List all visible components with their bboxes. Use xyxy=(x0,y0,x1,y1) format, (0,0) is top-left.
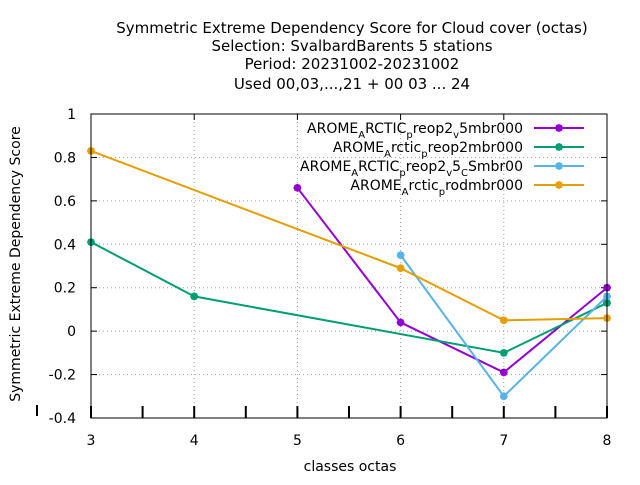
y-tick-label: -0.2 xyxy=(49,368,76,384)
data-point xyxy=(396,251,405,260)
title-line-4: Used 00,03,...,21 + 00 03 ... 24 xyxy=(234,75,470,93)
legend-label: AROMEARCTICpreop2v5CSmbr00 xyxy=(300,159,523,179)
x-tick-label: 3 xyxy=(87,433,96,449)
legend-marker xyxy=(554,142,564,152)
x-tick-label: 6 xyxy=(396,433,405,449)
x-tick-label: 4 xyxy=(190,433,199,449)
series-line xyxy=(296,187,608,374)
y-tick-label: 0 xyxy=(67,324,76,340)
legend-marker xyxy=(554,161,564,171)
legend-label: AROMEArcticpreop2mbr000 xyxy=(333,140,523,160)
title-line-2: Selection: SvalbardBarents 5 stations xyxy=(211,37,492,55)
y-tick-label: 0.2 xyxy=(54,281,76,297)
data-point xyxy=(293,183,302,192)
x-tick-label: 8 xyxy=(603,433,612,449)
legend-marker xyxy=(554,123,564,133)
y-tick-label: 0.6 xyxy=(54,194,76,210)
data-point xyxy=(499,316,508,325)
y-tick-label: 1 xyxy=(67,107,76,123)
data-point xyxy=(396,264,405,273)
data-point xyxy=(190,292,199,301)
legend: AROMEARCTICpreop2v5mbr000AROMEArcticpreo… xyxy=(300,121,584,198)
data-point xyxy=(499,348,508,357)
y-axis-label: Symmetric Extreme Dependency Score xyxy=(8,126,24,402)
title-line-1: Symmetric Extreme Dependency Score for C… xyxy=(116,19,587,37)
series-line xyxy=(90,149,608,322)
legend-label: AROMEARCTICpreop2v5mbr000 xyxy=(307,121,523,141)
tick-labels: -0.4 -0.2 0 0.2 0.4 0.6 0.8 1 3 4 5 6 7 8 xyxy=(49,107,612,449)
legend-label: AROMEArcticprodmbr000 xyxy=(350,178,523,198)
data-point xyxy=(499,368,508,377)
x-axis-label: classes octas xyxy=(304,459,397,475)
data-point xyxy=(396,318,405,327)
y-tick-label: 0.4 xyxy=(54,237,76,253)
plot-area-frame xyxy=(90,113,608,419)
y-tick-label: 0.8 xyxy=(54,150,76,166)
data-point xyxy=(499,392,508,401)
title-line-3: Period: 20231002-20231002 xyxy=(245,55,460,73)
chart-title: Symmetric Extreme Dependency Score for C… xyxy=(116,19,587,93)
legend-marker xyxy=(554,180,564,190)
x-tick-label: 5 xyxy=(293,433,302,449)
x-tick-label: 7 xyxy=(499,433,508,449)
series-line xyxy=(90,241,608,354)
y-tick-label: -0.4 xyxy=(49,411,76,427)
series-lines xyxy=(86,146,612,401)
